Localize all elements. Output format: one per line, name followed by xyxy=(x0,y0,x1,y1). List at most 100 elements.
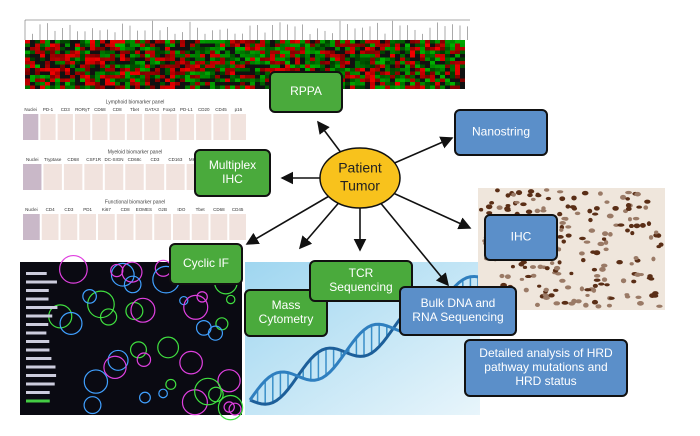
heat-cell xyxy=(390,82,395,86)
heat-cell xyxy=(60,61,65,65)
heat-cell xyxy=(210,64,215,68)
heat-cell xyxy=(360,78,365,82)
heat-cell xyxy=(130,85,135,89)
cell xyxy=(103,355,127,380)
nucleus xyxy=(630,230,635,236)
heat-cell xyxy=(40,43,45,47)
cell xyxy=(110,263,124,278)
heat-cell xyxy=(435,43,440,47)
heat-cell xyxy=(155,54,160,58)
heat-cell xyxy=(395,71,400,75)
heat-cell xyxy=(80,43,85,47)
cell xyxy=(228,402,242,416)
heat-cell xyxy=(85,40,90,44)
heat-cell xyxy=(440,64,445,68)
heat-cell xyxy=(365,40,370,44)
nucleus xyxy=(535,192,540,197)
heat-cell xyxy=(235,78,240,82)
heat-cell xyxy=(105,43,110,47)
heat-cell xyxy=(230,50,235,54)
cyclic-if-image xyxy=(20,262,242,415)
heat-cell xyxy=(325,50,330,54)
heat-cell xyxy=(375,54,380,58)
heat-cell xyxy=(350,85,355,89)
heat-cell xyxy=(185,78,190,82)
nucleus xyxy=(557,260,562,265)
nucleus xyxy=(639,223,646,228)
heat-cell xyxy=(445,85,450,89)
marker-image xyxy=(74,114,91,140)
heat-cell xyxy=(85,68,90,72)
heat-cell xyxy=(310,68,315,72)
heat-cell xyxy=(300,68,305,72)
heat-cell xyxy=(95,61,100,65)
heat-cell xyxy=(55,64,60,68)
heat-cell xyxy=(125,85,130,89)
heat-cell xyxy=(365,68,370,72)
heat-cell xyxy=(400,68,405,72)
heat-cell xyxy=(45,71,50,75)
heat-cell xyxy=(460,61,465,65)
heat-cell xyxy=(140,85,145,89)
heat-cell xyxy=(170,82,175,86)
marker-image xyxy=(40,114,56,140)
heat-cell xyxy=(315,54,320,58)
heat-cell xyxy=(120,57,125,61)
node-label: Bulk DNA and xyxy=(421,296,496,310)
heat-cell xyxy=(305,43,310,47)
marker-label: Tbet xyxy=(196,207,206,212)
heat-cell xyxy=(260,85,265,89)
heat-cell xyxy=(390,71,395,75)
nucleus xyxy=(587,208,593,214)
heat-cell xyxy=(440,47,445,51)
heat-cell xyxy=(90,54,95,58)
heat-cell xyxy=(115,85,120,89)
heat-cell xyxy=(425,50,430,54)
heat-cell xyxy=(345,71,350,75)
heat-cell xyxy=(325,57,330,61)
nucleus xyxy=(489,201,495,205)
heat-cell xyxy=(165,64,170,68)
heat-cell xyxy=(260,75,265,79)
heat-cell xyxy=(75,64,80,68)
heat-cell xyxy=(420,54,425,58)
heat-cell xyxy=(165,61,170,65)
nucleus xyxy=(634,191,641,197)
heat-cell xyxy=(40,71,45,75)
heat-cell xyxy=(50,85,55,89)
heat-cell xyxy=(265,40,270,44)
heat-cell xyxy=(150,68,155,72)
marker-label: CD8 xyxy=(113,107,122,112)
heat-cell xyxy=(60,64,65,68)
nucleus xyxy=(601,263,608,268)
heat-cell xyxy=(410,50,415,54)
heat-cell xyxy=(30,75,35,79)
heat-cell xyxy=(430,82,435,86)
heat-cell xyxy=(160,78,165,82)
nucleus xyxy=(559,228,564,232)
heat-cell xyxy=(350,78,355,82)
heat-cell xyxy=(210,78,215,82)
marker-image xyxy=(116,214,134,240)
cell xyxy=(82,289,97,304)
heat-cell xyxy=(365,75,370,79)
nucleus xyxy=(556,190,564,194)
channel-label xyxy=(26,289,49,292)
heat-cell xyxy=(135,78,140,82)
heat-cell xyxy=(255,78,260,82)
heat-cell xyxy=(75,71,80,75)
heat-cell xyxy=(75,75,80,79)
heat-cell xyxy=(45,47,50,51)
heat-cell xyxy=(80,82,85,86)
nucleus xyxy=(527,189,535,194)
heat-cell xyxy=(410,75,415,79)
heat-cell xyxy=(455,50,460,54)
heat-cell xyxy=(250,40,255,44)
channel-label xyxy=(26,272,47,275)
heat-cell xyxy=(405,82,410,86)
heat-cell xyxy=(220,68,225,72)
heat-cell xyxy=(275,64,280,68)
heat-cell xyxy=(250,64,255,68)
heat-cell xyxy=(35,50,40,54)
heat-cell xyxy=(180,43,185,47)
